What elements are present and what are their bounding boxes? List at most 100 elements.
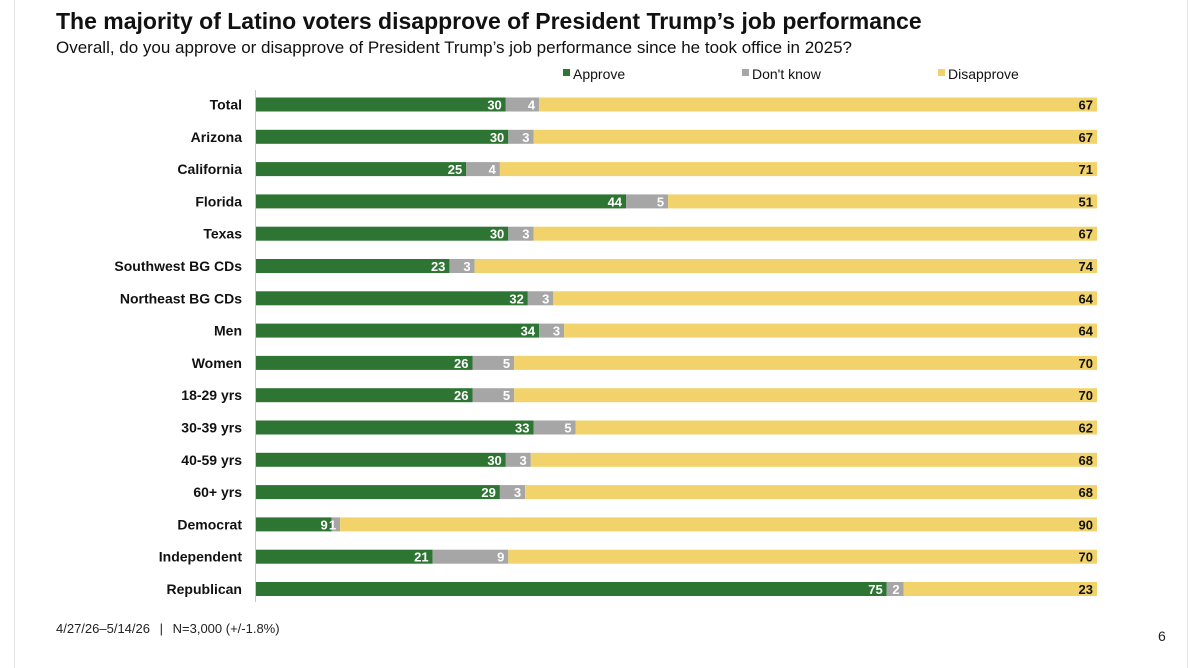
data-label-don-t-know: 5 <box>657 194 664 209</box>
data-label-disapprove: 70 <box>1079 550 1093 565</box>
page-number: 6 <box>1158 628 1166 644</box>
data-label-approve: 32 <box>509 291 523 306</box>
bar-row: 34 3 64 <box>256 323 1097 339</box>
bar-row: 30 3 67 <box>256 129 1097 145</box>
chart-title: The majority of Latino voters disapprove… <box>56 8 922 34</box>
category-label: Total <box>210 97 242 113</box>
bar-segment-approve <box>256 259 450 273</box>
bar-row: 21 9 70 <box>256 549 1097 565</box>
data-label-disapprove: 70 <box>1079 356 1093 371</box>
bar-segment-approve <box>256 485 500 500</box>
bar-row: 29 3 68 <box>256 485 1097 500</box>
data-label-don-t-know: 3 <box>553 324 560 339</box>
category-label: Democrat <box>177 516 242 532</box>
category-label: Northeast BG CDs <box>120 290 242 306</box>
data-label-disapprove: 70 <box>1079 388 1093 403</box>
bar-segment-don-t-know <box>886 582 904 596</box>
bar-segment-disapprove <box>514 388 1097 403</box>
data-label-disapprove: 62 <box>1079 421 1093 436</box>
bar-segment-don-t-know <box>508 226 534 241</box>
data-label-approve: 26 <box>454 356 468 371</box>
data-label-don-t-know: 3 <box>542 291 549 306</box>
chart-legend: Approve Don't know Disapprove <box>563 66 1019 82</box>
legend-swatch <box>742 69 749 76</box>
data-label-disapprove: 90 <box>1079 517 1093 532</box>
data-label-disapprove: 71 <box>1079 162 1093 177</box>
category-label: Women <box>192 355 242 371</box>
bar-segment-disapprove <box>668 194 1097 209</box>
data-label-approve: 30 <box>487 453 501 468</box>
category-label: Republican <box>167 581 242 597</box>
data-label-don-t-know: 3 <box>522 227 529 242</box>
bar-segment-don-t-know <box>472 388 515 403</box>
category-label: Men <box>214 323 242 339</box>
data-label-disapprove: 74 <box>1079 259 1094 274</box>
data-label-disapprove: 23 <box>1079 582 1093 597</box>
bar-segment-disapprove <box>553 291 1097 306</box>
data-label-don-t-know: 2 <box>892 582 899 597</box>
bar-segment-disapprove <box>564 323 1097 338</box>
data-label-approve: 26 <box>454 388 468 403</box>
slide-frame <box>14 0 1188 668</box>
legend-label: Don't know <box>752 66 822 82</box>
bar-segment-disapprove <box>340 517 1098 532</box>
bar-row: 33 5 62 <box>256 420 1097 436</box>
data-label-don-t-know: 5 <box>503 388 510 403</box>
category-label: Arizona <box>191 129 243 145</box>
bar-segment-don-t-know <box>527 291 554 306</box>
bar-row: 26 5 70 <box>256 355 1097 371</box>
bar-segment-don-t-know <box>466 162 500 177</box>
data-label-don-t-know: 9 <box>497 550 504 565</box>
bar-row: 23 3 74 <box>256 259 1097 274</box>
legend-label: Approve <box>573 66 625 82</box>
bar-row: 44 5 51 <box>256 194 1097 209</box>
bar-segment-approve <box>256 549 433 564</box>
bar-segment-approve <box>256 194 627 209</box>
data-label-don-t-know: 4 <box>489 162 497 177</box>
category-label: Independent <box>159 549 243 565</box>
data-label-disapprove: 51 <box>1079 194 1093 209</box>
category-label: California <box>177 161 242 177</box>
data-label-don-t-know: 5 <box>503 356 510 371</box>
data-label-approve: 34 <box>521 324 536 339</box>
data-label-disapprove: 67 <box>1079 98 1093 113</box>
data-label-disapprove: 67 <box>1079 227 1093 242</box>
bar-segment-disapprove <box>533 226 1097 241</box>
data-label-approve: 21 <box>414 550 428 565</box>
legend-label: Disapprove <box>948 66 1019 82</box>
bar-segment-don-t-know <box>499 485 526 500</box>
bar-segment-don-t-know <box>508 129 534 144</box>
bar-segment-don-t-know <box>626 194 669 209</box>
category-label: Texas <box>203 226 242 242</box>
bar-segment-disapprove <box>499 162 1097 177</box>
bar-segment-don-t-know <box>331 517 341 532</box>
bar-row: 25 4 71 <box>256 162 1097 177</box>
data-label-don-t-know: 3 <box>520 453 527 468</box>
bar-segment-disapprove <box>514 355 1097 370</box>
bar-row: 9 1 90 <box>256 517 1098 532</box>
data-label-approve: 44 <box>608 194 623 209</box>
data-label-don-t-know: 5 <box>564 421 571 436</box>
bar-row: 30 4 67 <box>256 97 1097 113</box>
footer: 4/27/26–5/14/26 | N=3,000 (+/-1.8%) <box>56 621 280 636</box>
chart-subtitle: Overall, do you approve or disapprove of… <box>56 38 852 57</box>
bar-segment-approve <box>256 226 509 241</box>
data-label-approve: 29 <box>481 485 495 500</box>
data-label-don-t-know: 3 <box>514 485 521 500</box>
bar-row: 30 3 67 <box>256 226 1097 242</box>
data-label-approve: 23 <box>431 259 445 274</box>
footer-dates: 4/27/26–5/14/26 <box>56 621 150 636</box>
bar-segment-don-t-know <box>432 549 509 564</box>
bar-segment-approve <box>256 323 540 338</box>
data-label-approve: 30 <box>490 227 504 242</box>
bar-row: 75 2 23 <box>256 582 1097 597</box>
bar-segment-don-t-know <box>449 259 475 273</box>
data-label-approve: 9 <box>320 517 327 532</box>
bar-row: 30 3 68 <box>256 452 1097 468</box>
footer-separator: | <box>159 621 163 636</box>
bar-segment-disapprove <box>530 452 1097 467</box>
data-label-don-t-know: 3 <box>522 130 529 145</box>
bar-segment-approve <box>256 129 509 144</box>
